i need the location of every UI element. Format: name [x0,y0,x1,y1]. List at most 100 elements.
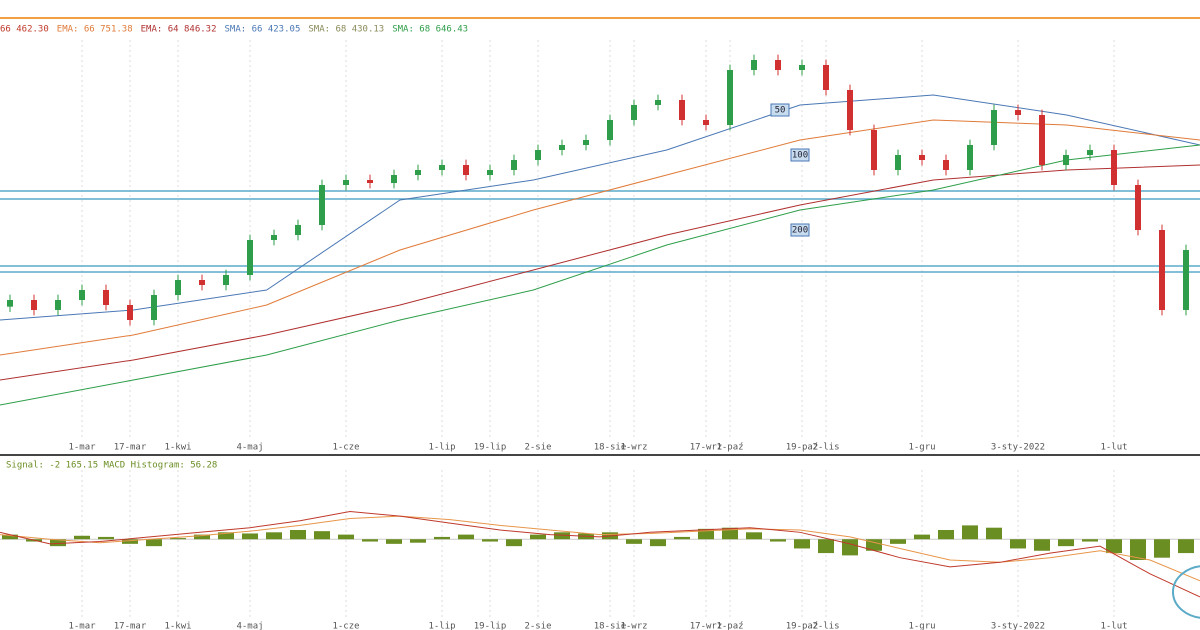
histogram-bar [458,534,474,540]
histogram-bar [914,534,930,540]
candle-body [103,290,109,305]
legend-entry: EMA: 66 751.38 [57,25,133,35]
candle-body [943,160,949,170]
candle-body [415,170,421,175]
x-tick-label: 17-mar [114,443,147,453]
x-tick-label: 1-lut [1100,622,1127,630]
candle-body [535,150,541,160]
legend-entry: 66 462.30 [0,25,49,35]
x-tick-label: 2-sie [524,443,551,453]
x-tick-label: 1-gru [908,622,935,630]
histogram-bar [986,527,1002,540]
histogram-bar [362,539,378,542]
histogram-bar [674,536,690,540]
x-tick-label: 17-mar [114,622,147,630]
x-tick-label: 1-wrz [620,622,647,630]
histogram-bar [50,539,66,547]
histogram-bar [698,528,714,540]
x-tick-label: 1-cze [332,622,359,630]
histogram-bar [938,530,954,540]
annotation-box [790,223,810,237]
histogram-bar [98,536,114,540]
x-tick-label: 2-sie [524,622,551,630]
x-tick-label: 19-lip [474,443,507,453]
annotation-label: 200 [792,226,808,236]
x-tick-label: 3-sty-2022 [991,443,1045,453]
x-tick-label: 2-lis [812,622,839,630]
histogram-bar [314,531,330,540]
histogram-bar [1010,539,1026,549]
histogram-bar [794,539,810,549]
histogram-bar [386,539,402,544]
candle-body [727,70,733,125]
candle-body [583,140,589,145]
top-bar [0,0,1200,18]
candle-body [511,160,517,170]
candle-body [247,240,253,275]
histogram-bar [1082,539,1098,542]
macd-line [0,511,1200,598]
candle-body [319,185,325,225]
x-tick-label: 19-paź [786,622,819,630]
candle-body [1135,185,1141,230]
candle-body [703,120,709,125]
macd-legend: Signal: -2 165.15 MACD Histogram: 56.28 [6,461,217,471]
x-tick-label: 2-lis [812,443,839,453]
candle-body [679,100,685,120]
histogram-bar [482,539,498,542]
histogram-bar [1130,539,1146,560]
annotation-box [790,148,810,162]
candle-body [271,235,277,240]
candle-body [799,65,805,70]
x-tick-label: 1-cze [332,443,359,453]
histogram-bar [506,539,522,547]
candle-body [967,145,973,170]
candle-body [991,110,997,145]
candle-body [1039,115,1045,165]
histogram-bar [890,539,906,544]
x-tick-label: 4-maj [236,443,263,453]
moving-average [0,144,1200,406]
histogram-bar [746,532,762,540]
histogram-bar [122,539,138,544]
candle-body [1063,155,1069,165]
candle-body [55,300,61,310]
candle-body [1015,110,1021,115]
moving-average [0,119,1200,356]
histogram-bar [170,538,186,540]
candle-body [367,180,373,183]
histogram-bar [866,539,882,551]
x-tick-label: 1-paź [716,622,743,630]
histogram-bar [554,532,570,540]
candle-body [919,155,925,160]
histogram-bar [770,539,786,542]
histogram-bar [1034,539,1050,551]
histogram-bar [218,532,234,540]
x-tick-label: 1-mar [68,622,96,630]
annotation-label: 50 [775,106,786,116]
histogram-bar [1154,539,1170,558]
candle-body [295,225,301,235]
x-tick-label: 3-sty-2022 [991,622,1045,630]
candle-body [79,290,85,300]
candle-body [31,300,37,310]
annotation-box [770,103,790,117]
x-tick-label: 1-mar [68,443,96,453]
x-tick-label: 19-paź [786,443,819,453]
legend-entry: EMA: 64 846.32 [141,25,217,35]
candle-body [1159,230,1165,310]
x-tick-label: 17-wrz [690,622,723,630]
x-tick-label: 1-lip [428,443,455,453]
candle-body [199,280,205,285]
histogram-bar [818,539,834,554]
histogram-bar [962,525,978,540]
histogram-bar [290,530,306,540]
x-tick-label: 1-kwi [164,443,191,453]
candle-body [175,280,181,295]
candle-body [463,165,469,175]
candle-body [847,90,853,130]
histogram-bar [626,539,642,544]
candle-body [1087,150,1093,155]
moving-average [0,94,1200,321]
